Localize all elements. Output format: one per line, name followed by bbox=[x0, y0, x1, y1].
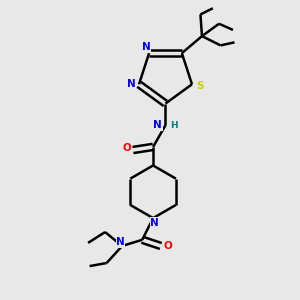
Text: N: N bbox=[153, 120, 162, 130]
Text: N: N bbox=[127, 79, 136, 89]
Text: N: N bbox=[116, 237, 125, 247]
Text: N: N bbox=[150, 218, 159, 228]
Text: O: O bbox=[122, 143, 131, 154]
Text: S: S bbox=[196, 81, 203, 91]
Text: O: O bbox=[163, 241, 172, 251]
Text: H: H bbox=[170, 121, 178, 130]
Text: N: N bbox=[142, 42, 150, 52]
